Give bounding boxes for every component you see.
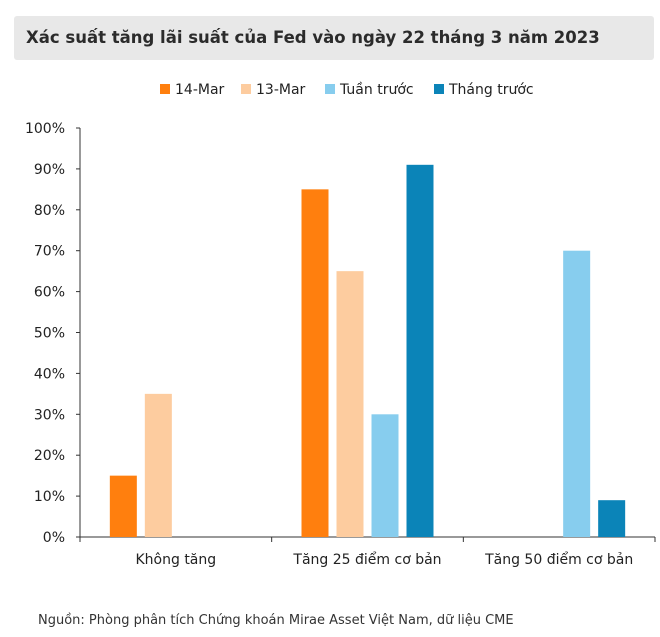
bar: [144, 393, 172, 537]
bar: [406, 164, 434, 537]
bar: [109, 475, 137, 537]
y-tick-label: 80%: [34, 203, 65, 219]
x-category-label: Tăng 25 điểm cơ bản: [292, 551, 441, 568]
x-category-label: Tăng 50 điểm cơ bản: [484, 551, 633, 568]
bar: [563, 250, 591, 537]
y-tick-label: 20%: [34, 448, 65, 464]
legend-label: Tháng trước: [448, 82, 534, 98]
legend-label: 14-Mar: [175, 82, 225, 98]
y-tick-label: 40%: [34, 366, 65, 382]
title-bar: Xác suất tăng lãi suất của Fed vào ngày …: [14, 16, 654, 60]
y-tick-label: 0%: [43, 530, 65, 546]
y-tick-label: 90%: [34, 162, 65, 178]
y-tick-label: 100%: [25, 121, 65, 137]
y-tick-label: 50%: [34, 326, 65, 342]
legend-swatch: [325, 84, 335, 94]
bar: [336, 271, 364, 537]
bar: [301, 189, 329, 537]
y-tick-label: 70%: [34, 244, 65, 260]
x-category-label: Không tăng: [135, 552, 216, 568]
y-tick-label: 10%: [34, 489, 65, 505]
y-tick-label: 60%: [34, 285, 65, 301]
source-note: Nguồn: Phòng phân tích Chứng khoán Mirae…: [38, 613, 514, 628]
bar: [598, 500, 626, 537]
chart-title: Xác suất tăng lãi suất của Fed vào ngày …: [26, 28, 600, 47]
legend-swatch: [241, 84, 251, 94]
legend-label: 13-Mar: [256, 82, 306, 98]
y-tick-label: 30%: [34, 407, 65, 423]
legend-swatch: [434, 84, 444, 94]
legend-label: Tuần trước: [339, 82, 414, 98]
bar: [371, 414, 399, 537]
legend-swatch: [160, 84, 170, 94]
